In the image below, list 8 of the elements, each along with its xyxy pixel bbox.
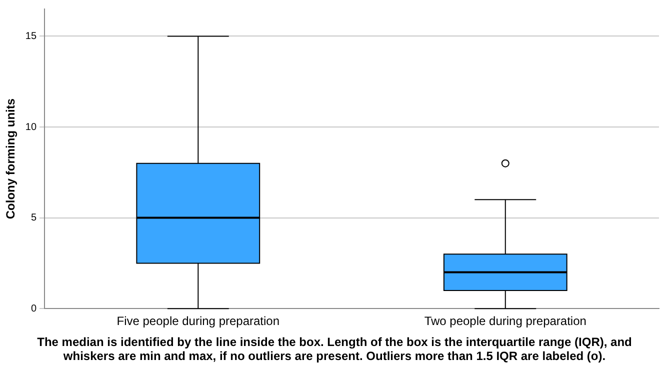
y-tick-label: 15 [25,30,37,42]
x-tick-label: Five people during preparation [116,314,280,328]
y-tick-label: 10 [25,122,37,133]
y-axis-title: Colony forming units [4,98,18,220]
y-tick-label: 0 [30,303,37,314]
text: The median is identified by the line inside the box. Length of the box is the interquartile range (IQR), and whiskers are min and max, if no outliers are present. Outliers more than 1.5 IQR are labeled (o). [36,335,633,363]
y-tick-label: 5 [30,212,37,224]
x-tick-label: Two people during preparation [424,314,586,328]
